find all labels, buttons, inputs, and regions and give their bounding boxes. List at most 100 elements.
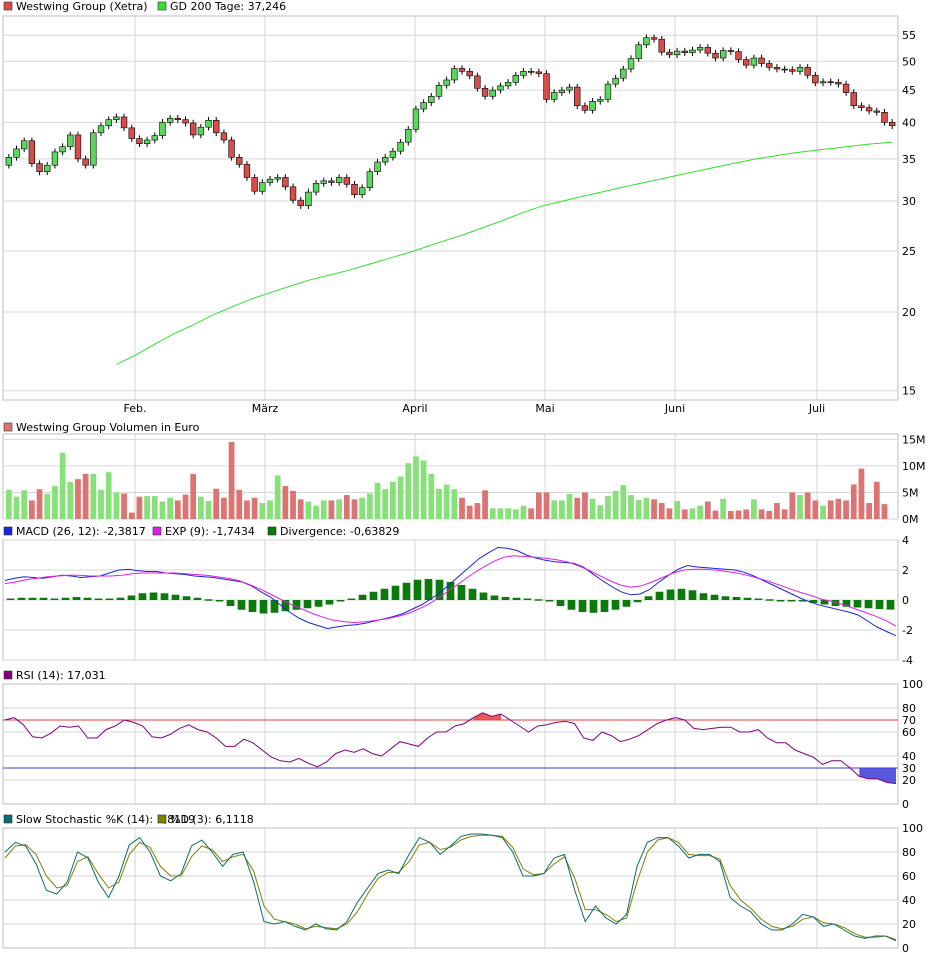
divergence-bar <box>424 579 433 600</box>
candle-body <box>650 37 658 40</box>
candle-body <box>382 157 389 163</box>
volume-bar <box>697 505 704 519</box>
legend-swatch <box>152 526 162 536</box>
volume-bar <box>520 505 527 519</box>
volume-bar <box>704 501 711 519</box>
divergence-bar <box>864 600 873 609</box>
volume-tick-label: 15M <box>902 433 926 446</box>
divergence-bar <box>281 600 290 612</box>
legend-swatch <box>3 1 13 11</box>
candle-body <box>59 146 66 153</box>
divergence-bar <box>666 589 675 600</box>
candle-body <box>51 151 59 166</box>
legend-label: MACD (26, 12): -2,3817 <box>16 525 146 538</box>
candle-body <box>712 52 719 59</box>
stoch-d-line <box>4 834 897 941</box>
volume-bar <box>320 500 327 519</box>
legend-label: Westwing Group Volumen in Euro <box>16 421 200 434</box>
macd-tick-label: -2 <box>902 624 913 637</box>
divergence-bar <box>215 600 224 602</box>
volume-bar <box>881 504 888 519</box>
volume-bar <box>689 508 696 519</box>
divergence-bar <box>61 597 70 600</box>
candle-body <box>466 71 473 77</box>
stochastic-tick-label: 40 <box>902 894 916 907</box>
candle-body <box>166 117 174 123</box>
candle-body <box>67 134 74 147</box>
volume-bar <box>482 490 488 519</box>
rsi-tick-label: 0 <box>902 798 909 811</box>
candle-body <box>128 127 135 139</box>
price-tick-label: 30 <box>902 195 916 208</box>
divergence-bar <box>259 600 268 614</box>
volume-bar <box>466 505 473 519</box>
stochastic-legend: Slow Stochastic %K (14): 5,8119%D (3): 6… <box>3 813 254 826</box>
macd-tick-label: 4 <box>902 534 909 547</box>
volume-bar <box>766 511 773 519</box>
divergence-bar <box>611 600 620 610</box>
divergence-bar <box>303 600 312 609</box>
candle-body <box>873 110 880 113</box>
volume-bar <box>336 499 343 519</box>
candle-body <box>696 47 704 51</box>
volume-bar <box>251 497 258 519</box>
candle-body <box>405 128 412 143</box>
volume-bar <box>528 508 535 519</box>
price-candles <box>5 34 896 209</box>
divergence-bar <box>204 599 213 601</box>
rsi-tick-label: 40 <box>902 750 916 763</box>
divergence-bar <box>479 592 488 600</box>
volume-bar <box>428 473 435 519</box>
stochastic-tick-label: 60 <box>902 870 916 883</box>
divergence-bar <box>160 593 169 600</box>
candle-body <box>266 178 274 183</box>
divergence-bar <box>28 597 37 600</box>
rsi-zone-fills <box>473 712 896 784</box>
volume-bar <box>582 492 588 519</box>
candle-body <box>673 50 681 56</box>
candle-body <box>397 141 404 152</box>
divergence-bar <box>127 595 136 600</box>
price-tick-label: 25 <box>902 245 916 258</box>
volume-bar <box>328 500 335 519</box>
legend-label: GD 200 Tage: 37,246 <box>170 0 286 13</box>
volume-bar <box>558 500 565 519</box>
volume-bar <box>543 492 550 519</box>
divergence-bar <box>809 600 818 603</box>
divergence-bar <box>710 594 719 600</box>
divergence-bar <box>314 600 323 607</box>
divergence-bar <box>248 600 257 612</box>
candle-body <box>44 164 51 172</box>
volume-bar <box>75 479 81 519</box>
volume-bar <box>82 473 89 519</box>
divergence-bar <box>83 597 92 600</box>
volume-bar <box>858 468 865 519</box>
candle-body <box>412 108 420 130</box>
volume-bar <box>113 492 120 519</box>
volume-bar <box>658 503 665 519</box>
rsi-zone-fill <box>859 768 896 784</box>
rsi-tick-label: 60 <box>902 726 916 739</box>
divergence-bar <box>655 591 664 600</box>
candle-body <box>658 38 665 53</box>
legend-label: Slow Stochastic %K (14): 5,8119 <box>16 813 195 826</box>
candle-body <box>766 63 773 68</box>
divergence-bar <box>292 600 301 610</box>
volume-bar <box>297 499 304 519</box>
candle-body <box>282 177 289 188</box>
divergence-bar <box>644 596 653 600</box>
legend-label: RSI (14): 17,031 <box>16 669 106 682</box>
candle-body <box>136 138 143 144</box>
volume-bar <box>850 484 857 519</box>
volume-bar <box>620 485 627 519</box>
candle-body <box>228 139 235 158</box>
volume-bar <box>190 473 197 519</box>
volume-bar <box>551 500 558 519</box>
divergence-bar <box>545 600 554 602</box>
divergence-bar <box>270 600 279 613</box>
volume-bar <box>98 489 104 519</box>
candle-body <box>842 83 850 93</box>
stochastic-tick-label: 100 <box>902 822 923 835</box>
candle-body <box>143 139 151 144</box>
candle-body <box>612 77 619 85</box>
